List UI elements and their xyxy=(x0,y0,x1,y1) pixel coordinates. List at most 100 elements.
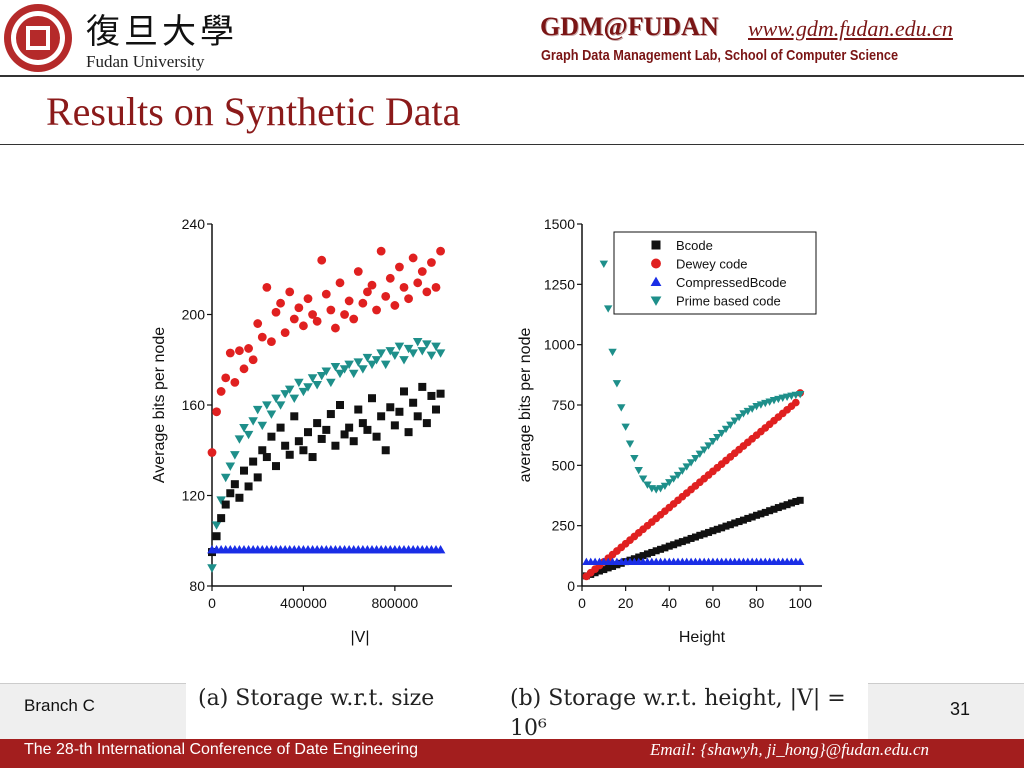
chart-b-series-0-point xyxy=(661,544,669,552)
chart-a-series-0-point xyxy=(422,287,432,297)
chart-b-series-0-point xyxy=(700,530,708,538)
chart-b-series-3-point xyxy=(704,442,713,450)
chart-a-series-1-point xyxy=(358,365,368,374)
chart-a-series-1-point xyxy=(207,564,217,573)
chart-a-series-2-point xyxy=(326,410,335,419)
chart-a-series-0-point xyxy=(244,344,253,353)
chart-b-series-3-point xyxy=(717,429,726,438)
chart-a-series-2-point xyxy=(304,428,312,437)
chart-a-series-2-point xyxy=(230,480,239,489)
chart-b-series-0-point xyxy=(652,547,660,555)
chart-a-series-2-point xyxy=(313,419,322,428)
chart-b-series-3-point xyxy=(730,417,739,425)
header-divider xyxy=(0,75,1024,77)
chart-a-series-2-point xyxy=(226,489,235,498)
chart-a-series-1-point xyxy=(257,421,268,431)
chart-b-series-3-point xyxy=(713,433,722,442)
chart-b-series-0-point xyxy=(687,534,695,542)
chart-a-series-0-point xyxy=(395,262,404,272)
chart-b-series-0-point xyxy=(709,527,717,535)
chart-b-series-3-point xyxy=(673,471,683,480)
chart-b-series-3-point xyxy=(621,423,630,431)
chart-b-series-0-point xyxy=(600,566,608,574)
chart-a-x-tick-label: 0 xyxy=(208,595,216,611)
chart-b-series-3-point xyxy=(682,463,691,471)
chart-b-y-tick-label: 500 xyxy=(552,457,576,473)
chart-a-series-2-point xyxy=(331,441,340,450)
chart-b-series-0-point xyxy=(783,501,791,509)
chart-b-series-0-point xyxy=(757,510,765,518)
chart-a-series-0-point xyxy=(353,267,363,276)
chart-a-series-2-point xyxy=(272,462,280,471)
chart-b-series-3-point xyxy=(660,482,670,491)
chart-a-series-0-point xyxy=(390,301,400,310)
chart-a-series-2-point xyxy=(240,466,248,475)
lab-url-link[interactable]: www.gdm.fudan.edu.cn xyxy=(748,16,953,41)
lab-brand: GDM@FUDAN xyxy=(540,12,719,41)
caption-a: (a) Storage w.r.t. size xyxy=(198,686,435,711)
chart-a-series-2-point xyxy=(299,446,308,455)
chart-b-series-3-point xyxy=(638,475,648,483)
chart-a-series-2-point xyxy=(267,432,276,441)
chart-a-series-1-point xyxy=(344,360,354,370)
chart-b-x-tick-label: 20 xyxy=(618,595,634,611)
chart-a-series-0-point xyxy=(376,246,386,256)
chart-b-series-3-point xyxy=(608,348,617,357)
chart-a-series-1-point xyxy=(284,385,295,394)
chart-a-series-2-point xyxy=(381,446,390,455)
chart-a-series-0-point xyxy=(257,332,267,342)
chart-b-series-3-point xyxy=(625,440,635,448)
chart-a-series-1-point xyxy=(422,340,432,349)
chart-b-series-0-point xyxy=(774,504,782,512)
chart-a-series-2-point xyxy=(395,407,404,416)
chart-a-x-tick-label: 400000 xyxy=(280,595,327,611)
chart-a-y-tick-label: 240 xyxy=(182,216,206,232)
chart-a-series-0-point xyxy=(436,246,445,256)
chart-a-series-1-point xyxy=(211,521,222,530)
chart-a-y-axis-label: Average bits per node xyxy=(151,327,168,483)
fudan-seal-logo xyxy=(4,4,72,72)
chart-b-series-3-point xyxy=(752,403,761,411)
chart-a-series-2-point xyxy=(253,473,262,482)
chart-a-series-0-point xyxy=(239,364,249,374)
chart-a-series-2-point xyxy=(409,398,418,407)
chart-a-y-tick-label: 80 xyxy=(189,578,205,594)
chart-a-series-2-point xyxy=(427,391,436,400)
chart-a-series-2-point xyxy=(340,430,349,439)
chart-a-series-2-point xyxy=(349,437,358,446)
chart-b-series-3-point xyxy=(691,454,700,463)
chart-b-series-0-point xyxy=(639,552,647,560)
chart-b-series-3-point xyxy=(795,390,805,399)
chart-a-series-2-point xyxy=(413,412,422,421)
chart-a-series-2-point xyxy=(418,382,427,391)
chart-a-series-1-point xyxy=(225,462,236,471)
chart-b-series-3-point xyxy=(734,413,744,422)
chart-b-series-0-point xyxy=(657,545,665,553)
chart-a-series-0-point xyxy=(276,298,285,308)
chart-b-series-0-point xyxy=(643,550,651,558)
chart-a-series-0-point xyxy=(308,310,317,319)
chart-b-legend-label: CompressedBcode xyxy=(676,275,787,290)
chart-b-legend-label: Bcode xyxy=(676,238,713,253)
chart-a-series-2-point xyxy=(345,423,354,432)
chart-a-series-0-point xyxy=(221,373,231,383)
chart-b-series-3-point xyxy=(643,481,652,489)
chart-b-series-0-point xyxy=(696,531,704,539)
chart-a-series-1-point xyxy=(280,390,290,399)
chart-b-series-3-point xyxy=(665,479,674,487)
chart-a-series-1-point xyxy=(362,353,373,363)
chart-a-series-1-point xyxy=(289,394,300,404)
university-english-name: Fudan University xyxy=(86,52,205,71)
chart-a-series-1-point xyxy=(294,378,304,388)
chart-b-series-0-point xyxy=(683,536,691,544)
chart-b-y-tick-label: 250 xyxy=(552,518,576,534)
chart-a-series-2-point xyxy=(221,500,230,509)
chart-a-series-0-point xyxy=(267,337,276,347)
chart-a-series-2-point xyxy=(390,421,399,430)
chart-a-series-0-point xyxy=(294,303,304,313)
chart-b-series-0-point xyxy=(726,521,734,529)
footer-left-text: Branch C xyxy=(24,696,95,715)
chart-a-series-2-point xyxy=(262,453,271,462)
chart-a-series-0-point xyxy=(303,294,313,304)
